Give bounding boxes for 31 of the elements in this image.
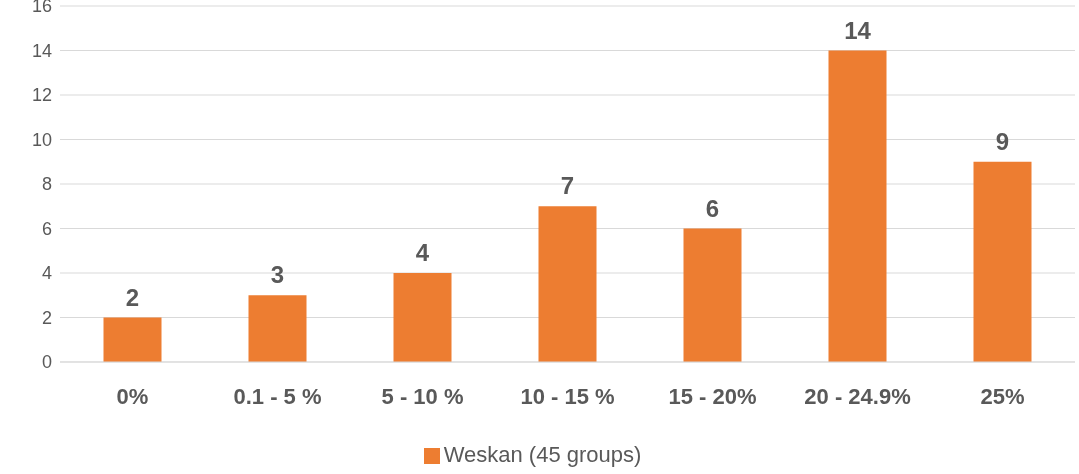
x-tick-label: 10 - 15 % xyxy=(520,383,615,409)
data-label: 2 xyxy=(125,283,140,311)
y-tick-label: 6 xyxy=(41,218,52,239)
legend-label: Weskan (45 groups) xyxy=(443,442,642,467)
data-label: 6 xyxy=(705,194,720,222)
y-tick-label: 10 xyxy=(31,129,52,150)
x-tick-label: 0% xyxy=(116,383,149,409)
data-label: 7 xyxy=(560,172,575,200)
bar xyxy=(538,206,597,362)
y-tick-label: 14 xyxy=(31,40,52,61)
data-label: 9 xyxy=(995,127,1010,155)
y-tick-label: 2 xyxy=(41,307,52,328)
y-tick-label: 16 xyxy=(31,0,52,17)
data-label: 4 xyxy=(415,239,430,266)
data-label: 14 xyxy=(844,16,872,44)
bar xyxy=(393,273,452,362)
x-tick-label: 15 - 20% xyxy=(668,383,757,409)
x-tick-label: 20 - 24.9% xyxy=(804,383,911,409)
x-tick-label: 5 - 10 % xyxy=(381,383,464,409)
x-tick-label: 25% xyxy=(980,383,1025,409)
y-tick-label: 12 xyxy=(31,85,52,106)
bar xyxy=(973,161,1032,362)
y-tick-label: 4 xyxy=(41,263,52,284)
data-label: 3 xyxy=(270,261,285,289)
y-tick-label: 0 xyxy=(41,352,52,373)
x-tick-label: 0.1 - 5 % xyxy=(233,383,322,409)
bar xyxy=(683,228,742,362)
bar xyxy=(103,317,162,362)
bar xyxy=(828,50,887,362)
bar xyxy=(248,295,307,362)
y-tick-label: 8 xyxy=(41,174,52,195)
